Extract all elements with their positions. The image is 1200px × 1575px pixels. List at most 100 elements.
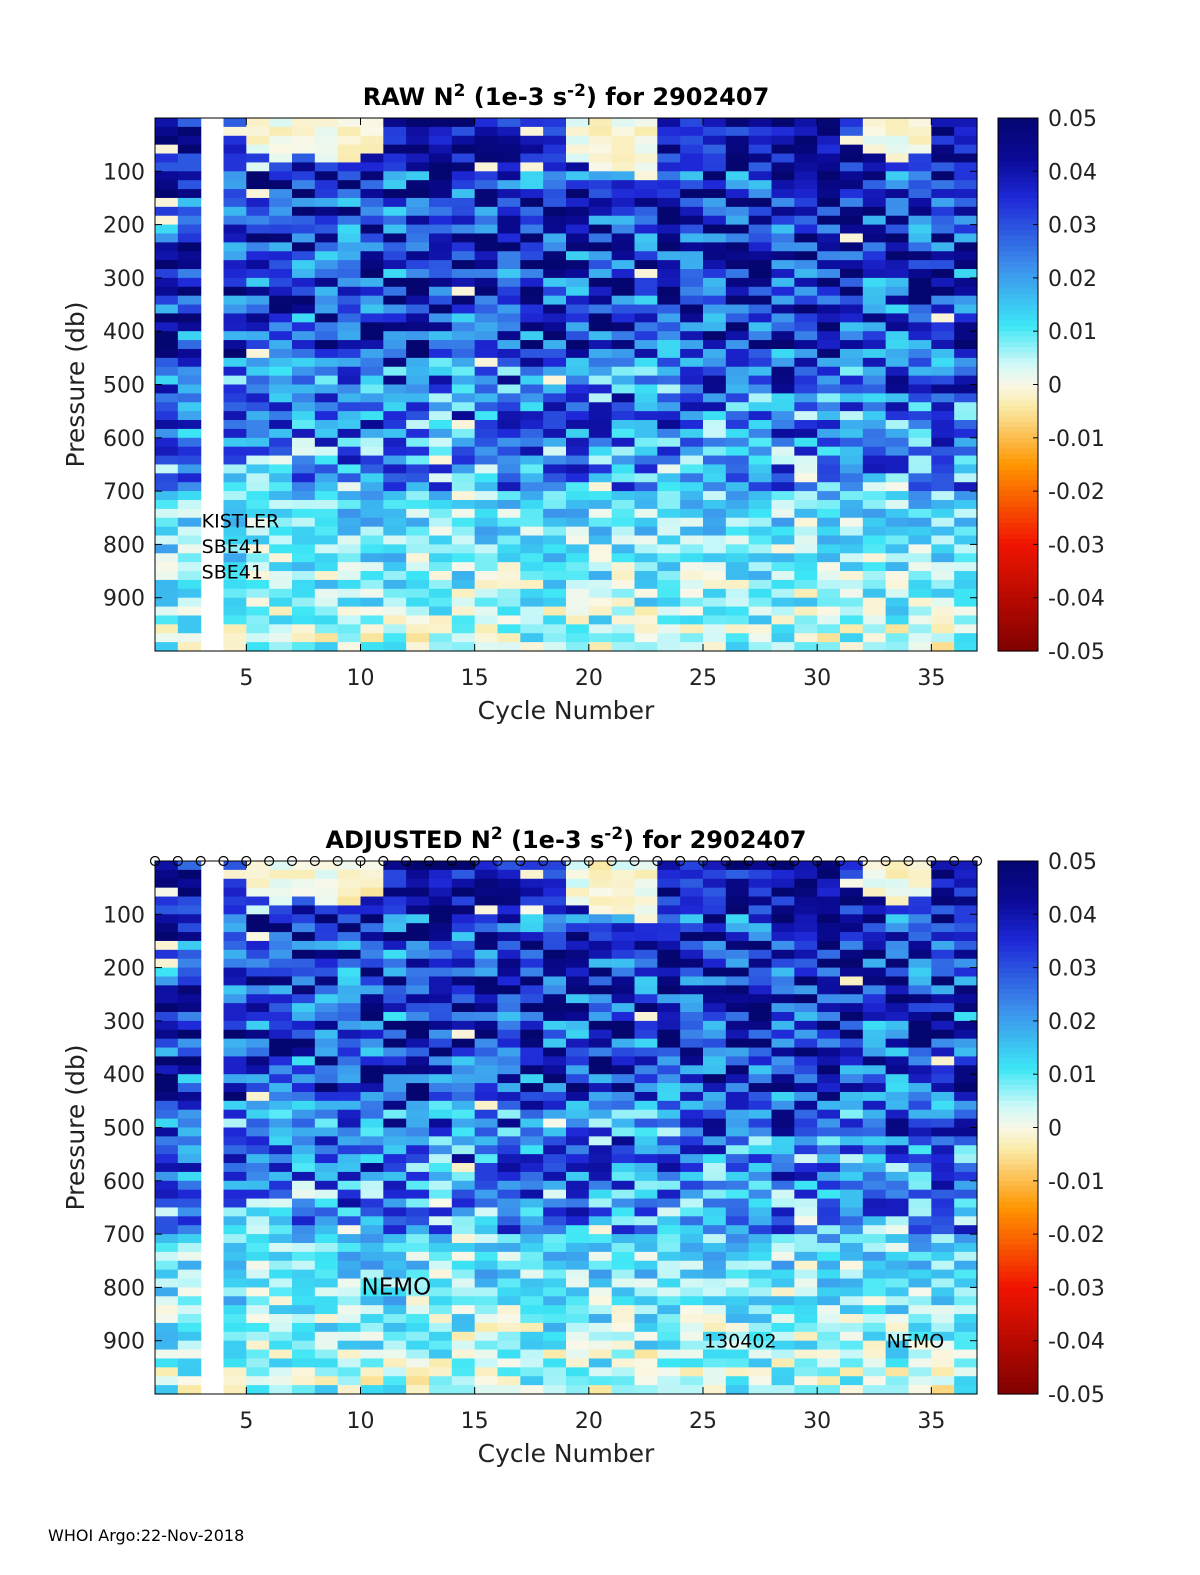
heatmap-cell [588,1003,613,1013]
heatmap-cell [520,295,544,306]
heatmap-cell [680,340,704,350]
heatmap-cell [520,1091,544,1102]
heatmap-cell [908,940,932,951]
heatmap-cell [908,197,932,208]
heatmap-cell [885,1091,910,1102]
heatmap-cell [474,1225,499,1235]
heatmap-cell [360,1047,384,1058]
heatmap-cell [155,348,179,359]
heatmap-cell [520,384,544,394]
heatmap-cell [269,994,293,1004]
heatmap-cell [360,1145,384,1155]
heatmap-cell [680,251,704,261]
heatmap-cell [474,508,499,519]
qc-marker [652,855,663,867]
heatmap-cell [360,189,384,199]
heatmap-cell [885,1198,910,1209]
heatmap-cell [748,976,773,986]
heatmap-cell [177,896,202,907]
heatmap-cell [292,1020,316,1031]
heatmap-cell [269,1225,293,1235]
heatmap-cell [406,1065,430,1075]
colorbar-segment [998,299,1038,306]
heatmap-cell [451,1269,476,1280]
colorbar-segment [998,1196,1038,1203]
annotation-label: KISTLER [202,510,280,532]
heatmap-cell [520,1029,544,1040]
heatmap-cell [931,375,955,386]
heatmap-cell [292,206,316,217]
heatmap-cell [429,331,453,341]
heatmap-cell [862,606,887,617]
heatmap-cell [246,206,270,217]
heatmap-cell [862,393,887,403]
heatmap-cell [657,331,681,341]
heatmap-cell [885,402,910,412]
heatmap-cell [406,375,430,386]
heatmap-cell [588,571,613,581]
heatmap-cell [680,144,704,155]
heatmap-cell [771,1225,795,1235]
heatmap-cell [314,260,339,270]
colorbar-segment [998,908,1038,915]
heatmap-cell [840,949,864,960]
colorbar-segment [998,421,1038,428]
heatmap-cell [634,499,658,510]
heatmap-cell [520,579,544,590]
heatmap-cell [246,1012,270,1022]
heatmap-cell [497,1242,521,1253]
heatmap-cell [383,375,407,386]
heatmap-cell [862,206,887,217]
heatmap-cell [406,544,430,554]
heatmap-cell [840,1047,864,1058]
heatmap-cell [794,914,818,924]
heatmap-cell [725,1083,750,1093]
heatmap-cell [474,949,499,960]
heatmap-cell [177,624,202,634]
heatmap-cell [474,606,499,617]
heatmap-cell [566,606,590,617]
colorbar-segment [998,187,1038,194]
heatmap-cell [360,905,384,915]
heatmap-cell [520,322,544,332]
heatmap-cell [360,1029,384,1040]
heatmap-cell [292,331,316,341]
heatmap-cell [885,967,910,978]
heatmap-cell [634,1349,658,1360]
heatmap-cell [748,269,773,279]
heatmap-cell [269,162,293,172]
heatmap-cell [269,1163,293,1173]
heatmap-cell [223,206,247,217]
heatmap-cell [908,1020,932,1031]
heatmap-cell [840,597,864,608]
heatmap-cell [246,923,270,933]
heatmap-cell [908,1331,932,1342]
colorbar-segment [998,1223,1038,1230]
heatmap-cell [862,861,887,871]
heatmap-cell [954,861,978,871]
heatmap-cell [771,1171,795,1182]
heatmap-cell [817,1091,841,1102]
colorbar-segment [998,192,1038,199]
heatmap-cell [908,1198,932,1209]
heatmap-cell [840,1029,864,1040]
heatmap-cell [474,242,499,252]
heatmap-cell [474,446,499,457]
heatmap-cell [954,340,978,350]
heatmap-cell [703,1331,727,1342]
heatmap-cell [680,1189,704,1200]
heatmap-cell [406,171,430,181]
heatmap-cell [680,428,704,439]
heatmap-cell [177,1287,202,1297]
heatmap-cell [680,277,704,288]
heatmap-cell [931,1242,955,1253]
heatmap-cell [954,411,978,421]
heatmap-cell [840,473,864,483]
heatmap-cell [862,1091,887,1102]
heatmap-cell [794,1314,818,1324]
heatmap-cell [292,905,316,915]
heatmap-cell [337,197,362,208]
heatmap-cell [931,135,955,146]
heatmap-cell [771,869,795,880]
heatmap-cell [314,1340,339,1351]
